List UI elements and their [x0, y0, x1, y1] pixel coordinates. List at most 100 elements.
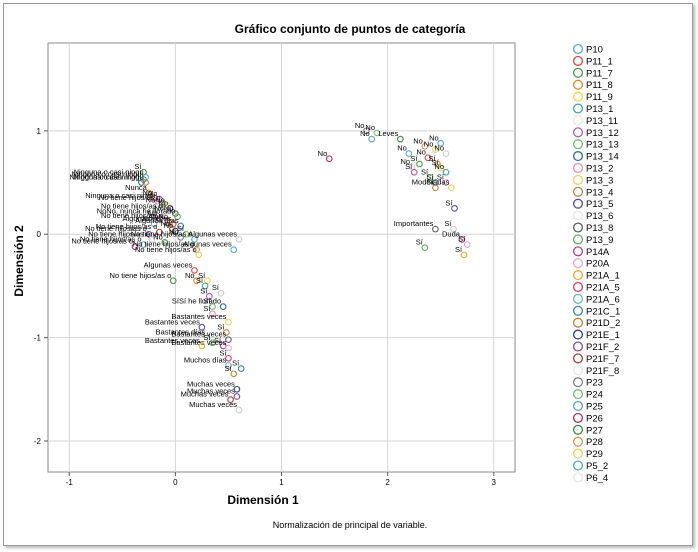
category-point-label: Sí	[214, 336, 222, 345]
legend-label: P11_1	[586, 56, 613, 67]
legend-marker	[572, 234, 584, 245]
category-point	[140, 241, 147, 248]
category-point-label: Muchas veces	[187, 379, 235, 388]
legend-marker	[572, 174, 584, 185]
legend-marker	[572, 246, 584, 257]
category-point	[193, 277, 200, 285]
legend-label: P13_5	[586, 199, 613, 210]
category-point-label: Sí	[437, 173, 445, 182]
category-point-label: No	[434, 162, 444, 171]
legend-label: P11_8	[586, 80, 613, 91]
category-point-label: Sí	[416, 238, 424, 247]
category-point	[177, 222, 185, 230]
category-point	[225, 318, 232, 326]
legend-marker	[572, 353, 584, 364]
legend-label: P13_8	[586, 223, 613, 234]
legend-label: P14A	[586, 247, 610, 258]
legend-marker	[572, 91, 584, 102]
legend-label: P23	[586, 378, 603, 389]
category-point	[203, 334, 211, 341]
category-point-label: No tiene hijos/as o	[131, 229, 193, 238]
category-point	[432, 225, 439, 233]
legend-marker	[572, 43, 584, 55]
category-point-label: No	[400, 157, 410, 166]
category-point-label: Moderadas	[412, 178, 450, 187]
legend-marker	[572, 55, 584, 66]
category-point	[156, 195, 163, 203]
legend-marker	[572, 103, 584, 114]
category-point	[235, 236, 243, 243]
legend-marker	[572, 162, 584, 174]
category-point	[426, 174, 434, 181]
category-point-label: Sí	[225, 364, 233, 373]
category-point	[410, 168, 418, 176]
y-tick-label: -1	[34, 334, 42, 343]
category-point	[174, 213, 181, 221]
category-point-label: Sí	[455, 245, 463, 254]
category-point	[325, 155, 333, 163]
category-point-label: NoNo	[146, 195, 165, 204]
category-point-label: Ninguna o casi ningu	[74, 167, 144, 176]
category-point	[421, 143, 429, 150]
category-point-label: No tiene hijos/as o	[135, 245, 197, 254]
legend-marker	[572, 341, 584, 352]
category-point-label: No	[161, 219, 171, 228]
category-point-label: No	[424, 139, 434, 148]
legend-marker	[572, 139, 584, 150]
chart-frame: Gráfico conjunto de puntos de categoría …	[3, 3, 693, 546]
legend-marker	[572, 115, 584, 126]
category-point-label: No	[143, 188, 153, 197]
category-point	[424, 154, 432, 162]
category-point-label: No	[365, 123, 375, 132]
category-point	[458, 236, 466, 243]
category-point-label: Bastantes veces	[171, 338, 226, 347]
legend-label: P13_12	[586, 128, 619, 139]
category-point	[235, 406, 243, 414]
x-tick-label: 1	[279, 478, 284, 487]
legend-label: P5_2	[586, 461, 608, 472]
legend-label: P13_11	[586, 116, 618, 127]
legend-label: P10	[586, 45, 603, 56]
legend-marker	[572, 377, 584, 388]
legend-label: P28	[586, 437, 603, 448]
legend-marker	[572, 365, 584, 376]
category-point	[222, 329, 230, 336]
legend-label: P21A_1	[586, 271, 620, 282]
y-tick-label: 0	[37, 230, 42, 239]
category-point	[191, 236, 198, 243]
category-point-label: Importantes	[394, 219, 434, 228]
legend-label: P21E_1	[586, 330, 620, 341]
category-point	[442, 150, 450, 157]
legend-marker	[572, 222, 584, 233]
legend-label: P27	[586, 425, 603, 436]
footnote: Normalización de principal de variable.	[273, 520, 428, 530]
category-point-label: Algunas veces	[144, 260, 193, 269]
category-point-label: No	[148, 189, 158, 198]
category-point	[373, 129, 381, 137]
x-tick-label: 0	[173, 478, 178, 487]
category-point-label: Sí	[196, 276, 204, 285]
legend-label: P21A_6	[586, 294, 620, 305]
category-point-label: No	[413, 136, 423, 145]
category-point-label: Sí	[212, 283, 220, 292]
category-point-label: Bastantes días	[156, 328, 206, 337]
legend-label: P13_9	[586, 235, 613, 246]
category-point-label: Muchos días	[184, 356, 227, 365]
category-point-label: NoNo, nunca he llorado	[97, 207, 176, 216]
category-point-label: No tiene hijos/as o	[96, 222, 158, 231]
legend-marker	[572, 305, 584, 316]
legend-label: P21F_8	[586, 366, 619, 377]
category-point	[432, 146, 439, 153]
category-point	[195, 251, 203, 259]
category-point-label: No tiene hijos/as o	[110, 271, 172, 280]
plot-area: -1 0 1 2 3 -2 -1 0 1	[34, 42, 516, 487]
category-point-label: No tiene hijos/as o	[80, 235, 142, 244]
category-point-label: Sí	[219, 348, 227, 357]
category-point	[225, 354, 232, 362]
category-point-label: Bastantes veces	[145, 317, 200, 326]
category-point	[237, 365, 245, 372]
category-point	[148, 236, 156, 243]
legend-marker	[572, 436, 584, 447]
category-point-label: Sí	[445, 198, 453, 207]
category-point	[450, 225, 457, 233]
